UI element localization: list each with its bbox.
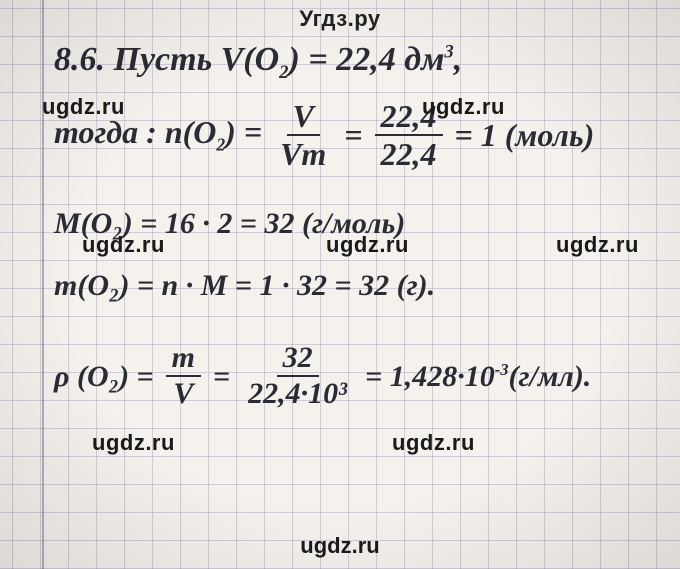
l5-end-a: = 1,428·10 (365, 360, 495, 393)
handwritten-content: 8.6. Пусть V(O2) = 22,4 дм3, тогда : n(O… (54, 40, 660, 417)
l1-prefix: 8.6. Пусть V(O (54, 41, 279, 78)
footer-text: ugdz.ru (300, 533, 379, 558)
footer-watermark: ugdz.ru (0, 533, 680, 559)
frac1-den: Vm (274, 136, 332, 170)
line-4: m(O₂) = n · M = 1 · 32 = 32 (г). (54, 270, 660, 302)
l1-end: , (454, 41, 463, 78)
line-5: ρ (O₂) = m V = 32 22,4·10³ = 1,428·10-3(… (54, 343, 660, 409)
l2-mid: ) = (225, 114, 262, 150)
l1-sub: 2 (279, 62, 288, 83)
l2-eq: = (344, 119, 362, 153)
frac3-den: V (167, 377, 199, 409)
fraction-3: m V (166, 343, 201, 409)
fraction-4: 32 22,4·10³ (242, 343, 353, 409)
frac4-num: 32 (277, 343, 319, 377)
fraction-2: 22,4 22,4 (375, 100, 443, 170)
l2-prefix: тогда : n(O (54, 114, 216, 150)
frac3-num: m (166, 343, 201, 377)
header-title: Угдз.ру (299, 6, 380, 31)
frac2-den: 22,4 (375, 136, 443, 170)
frac4-den: 22,4·10³ (242, 377, 353, 409)
l5-eq1: = (213, 361, 230, 393)
l5-prefix: ρ (O₂) = (54, 361, 154, 393)
page-header: Угдз.ру (0, 6, 680, 32)
l1-sup: 3 (444, 42, 453, 63)
line-3: M(O₂) = 16 · 2 = 32 (г/моль) (54, 208, 660, 240)
margin-line (42, 0, 44, 569)
frac2-num: 22,4 (375, 100, 443, 136)
l5-end-b: (г/мл). (508, 360, 591, 393)
line-1: 8.6. Пусть V(O2) = 22,4 дм3, (54, 42, 660, 82)
l2-end: = 1 (моль) (455, 119, 595, 153)
l1-mid: ) = 22,4 дм (289, 41, 445, 78)
l5-end-sup: -3 (495, 360, 509, 379)
line-2: тогда : n(O2) = V Vm = 22,4 22,4 = 1 (мо… (54, 100, 660, 170)
fraction-1: V Vm (274, 100, 332, 170)
frac1-num: V (287, 100, 320, 136)
l2-sub: 2 (216, 135, 225, 155)
